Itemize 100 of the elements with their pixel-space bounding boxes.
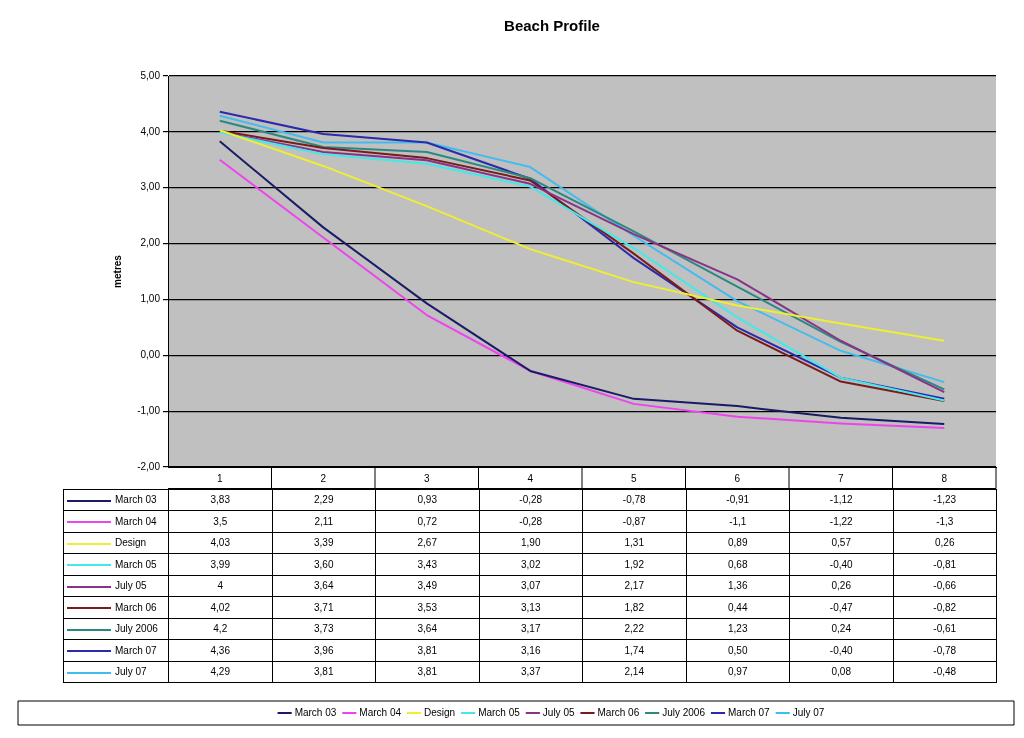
x-tick-label: 7 [837, 472, 844, 484]
data-label: -0,91 [686, 489, 790, 511]
data-label: -0,78 [893, 639, 997, 661]
data-label: 1,92 [582, 553, 686, 575]
text: July 05 [542, 706, 575, 718]
y-tick-label: -2,00 [137, 460, 161, 472]
data-label: 1,90 [479, 532, 583, 554]
data-label: -0,28 [479, 510, 583, 532]
data-label: 0,89 [686, 532, 790, 554]
data-label: 0,97 [686, 661, 790, 683]
data-label: -0,82 [893, 596, 997, 618]
x-tick-label: 3 [423, 472, 430, 484]
y-tick-label: 2,00 [140, 237, 161, 249]
legend-label: March 06 [115, 601, 157, 613]
data-label: 3,81 [272, 661, 376, 683]
data-label: 2,14 [582, 661, 686, 683]
legend-label: March 07 [115, 644, 157, 656]
data-label: 3,64 [272, 575, 376, 597]
data-label: 0,44 [686, 596, 790, 618]
data-label: 3,02 [479, 553, 583, 575]
data-label: 1,82 [582, 596, 686, 618]
data-label: 3,73 [272, 618, 376, 640]
data-label: 3,96 [272, 639, 376, 661]
x-tick-label: 8 [941, 472, 948, 484]
data-label: 0,50 [686, 639, 790, 661]
data-label: -0,47 [789, 596, 893, 618]
y-axis-title: metres [111, 254, 123, 288]
data-label: 1,74 [582, 639, 686, 661]
data-label: 1,23 [686, 618, 790, 640]
legend-label: July 2006 [115, 623, 158, 635]
x-tick-label: 4 [527, 472, 534, 484]
text: Design [424, 706, 456, 718]
text: March 04 [359, 706, 402, 718]
data-label: -0,61 [893, 618, 997, 640]
data-label: 3,53 [375, 596, 479, 618]
data-label: 3,83 [168, 489, 272, 511]
data-label: 0,26 [893, 532, 997, 554]
data-label: 3,07 [479, 575, 583, 597]
data-label: 1,36 [686, 575, 790, 597]
text: March 07 [727, 706, 770, 718]
x-tick-label: 2 [320, 472, 327, 484]
data-label: 3,17 [479, 618, 583, 640]
data-label: 3,71 [272, 596, 376, 618]
y-tick-label: -1,00 [137, 404, 161, 416]
data-label: 4,2 [168, 618, 272, 640]
data-label: 3,39 [272, 532, 376, 554]
data-label: 3,99 [168, 553, 272, 575]
data-label: 2,29 [272, 489, 376, 511]
data-label: 4,02 [168, 596, 272, 618]
data-label: -0,28 [479, 489, 583, 511]
data-label: 3,81 [375, 661, 479, 683]
data-label: 2,17 [582, 575, 686, 597]
data-label: 3,13 [479, 596, 583, 618]
y-tick-label: 1,00 [140, 293, 161, 305]
text: July 07 [792, 706, 825, 718]
data-label: 1,31 [582, 532, 686, 554]
data-label: 4,29 [168, 661, 272, 683]
data-label: 0,93 [375, 489, 479, 511]
data-label: 0,57 [789, 532, 893, 554]
data-label: 3,5 [168, 510, 272, 532]
data-label: -0,78 [582, 489, 686, 511]
data-label: 3,64 [375, 618, 479, 640]
data-label: 3,81 [375, 639, 479, 661]
text: March 03 [294, 706, 337, 718]
data-label: -1,1 [686, 510, 790, 532]
legend-label: July 07 [115, 666, 147, 678]
text: July 2006 [662, 706, 705, 718]
data-label: -0,81 [893, 553, 997, 575]
legend-label: Design [115, 537, 147, 549]
data-label: 3,37 [479, 661, 583, 683]
y-tick-label: 5,00 [140, 69, 161, 81]
data-label: 0,26 [789, 575, 893, 597]
data-label: -1,3 [893, 510, 997, 532]
y-tick-label: 0,00 [140, 349, 161, 361]
data-label: -0,40 [789, 639, 893, 661]
data-label: -1,23 [893, 489, 997, 511]
data-label: 0,72 [375, 510, 479, 532]
data-label: -1,12 [789, 489, 893, 511]
text: March 05 [478, 706, 520, 718]
data-label: -1,22 [789, 510, 893, 532]
data-label: 3,49 [375, 575, 479, 597]
data-label: 0,24 [789, 618, 893, 640]
legend-label: March 03 [115, 494, 157, 506]
data-label: -0,40 [789, 553, 893, 575]
data-label: 0,08 [789, 661, 893, 683]
data-label: -0,48 [893, 661, 997, 683]
legend-label: March 05 [115, 558, 157, 570]
data-label: 2,67 [375, 532, 479, 554]
data-label: 4,03 [168, 532, 272, 554]
data-label: -0,66 [893, 575, 997, 597]
chart-title: Beach Profile [504, 17, 600, 35]
y-tick-label: 4,00 [140, 125, 161, 137]
x-tick-label: 6 [734, 472, 741, 484]
y-tick-label: 3,00 [140, 181, 161, 193]
data-label: -0,87 [582, 510, 686, 532]
data-label: 2,22 [582, 618, 686, 640]
data-label: 3,16 [479, 639, 583, 661]
data-label: 3,60 [272, 553, 376, 575]
data-label: 3,43 [375, 553, 479, 575]
legend-label: July 05 [115, 580, 147, 592]
